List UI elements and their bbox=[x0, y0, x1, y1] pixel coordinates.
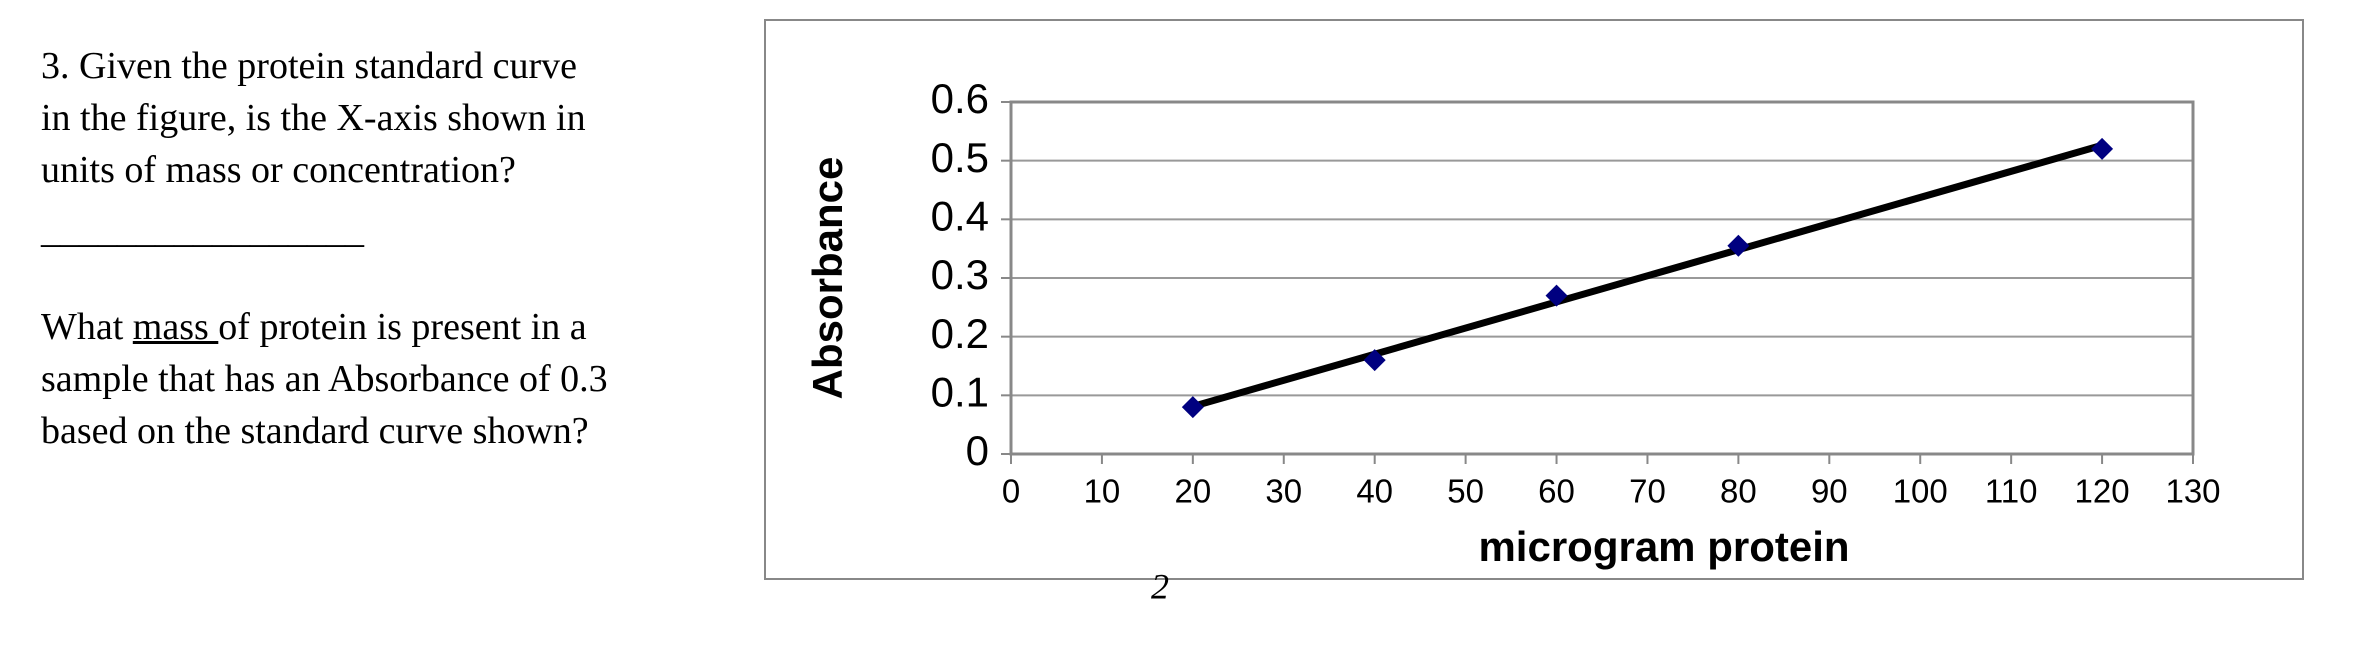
x-tick-label: 60 bbox=[1538, 473, 1575, 510]
question-line: 3. Given the protein standard curve bbox=[41, 45, 578, 87]
question-line: in the figure, is the X-axis shown in bbox=[41, 97, 586, 139]
y-tick-label: 0.2 bbox=[931, 310, 989, 357]
question-line: sample that has an Absorbance of 0.3 bbox=[41, 358, 608, 400]
page-number: 2 bbox=[1151, 566, 1169, 606]
text: of protein is present in a bbox=[218, 306, 587, 348]
x-tick-label: 20 bbox=[1174, 473, 1211, 510]
x-tick-label: 90 bbox=[1811, 473, 1848, 510]
x-tick-label: 40 bbox=[1356, 473, 1393, 510]
y-tick-label: 0.3 bbox=[931, 251, 989, 298]
y-axis-title: Absorbance bbox=[804, 157, 851, 400]
question-line: What mass of protein is present in a bbox=[41, 305, 587, 349]
data-point bbox=[1727, 234, 1750, 257]
y-tick-label: 0 bbox=[966, 427, 989, 474]
answer-blank: _________________ bbox=[41, 209, 364, 251]
x-tick-label: 120 bbox=[2075, 473, 2130, 510]
x-tick-label: 70 bbox=[1629, 473, 1666, 510]
x-tick-label: 110 bbox=[1985, 473, 2038, 510]
underlined-text: mass bbox=[132, 306, 219, 348]
trendline bbox=[1191, 141, 2104, 410]
text: What bbox=[41, 306, 133, 348]
data-point bbox=[1181, 396, 1204, 419]
y-tick-label: 0.6 bbox=[931, 75, 989, 122]
plot-area bbox=[1009, 100, 2195, 456]
x-tick-label: 100 bbox=[1893, 473, 1948, 510]
x-tick-label: 50 bbox=[1447, 473, 1484, 510]
x-tick-label: 130 bbox=[2165, 473, 2220, 510]
x-tick-label: 0 bbox=[1002, 473, 1020, 510]
question-line: based on the standard curve shown? bbox=[41, 410, 589, 452]
chart-frame bbox=[764, 19, 2304, 580]
y-tick-label: 0.4 bbox=[931, 192, 989, 239]
data-point bbox=[1545, 284, 1568, 307]
y-tick-label: 0.1 bbox=[931, 368, 989, 415]
question-line: units of mass or concentration? bbox=[41, 149, 516, 191]
x-tick-label: 10 bbox=[1084, 473, 1121, 510]
data-point bbox=[2091, 137, 2114, 160]
data-point bbox=[1363, 349, 1386, 372]
y-tick-label: 0.5 bbox=[931, 134, 989, 181]
x-tick-label: 30 bbox=[1265, 473, 1302, 510]
x-axis-title: microgram protein bbox=[1478, 523, 1849, 570]
x-tick-label: 80 bbox=[1720, 473, 1757, 510]
